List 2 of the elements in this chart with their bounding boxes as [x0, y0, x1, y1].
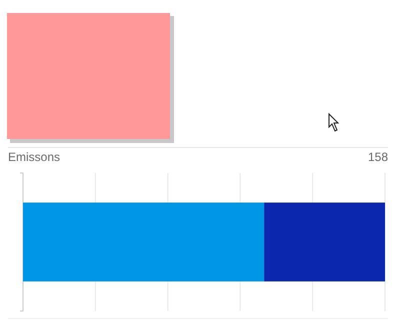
text: 158: [368, 150, 388, 164]
chart-title: Emissons: [8, 150, 60, 164]
